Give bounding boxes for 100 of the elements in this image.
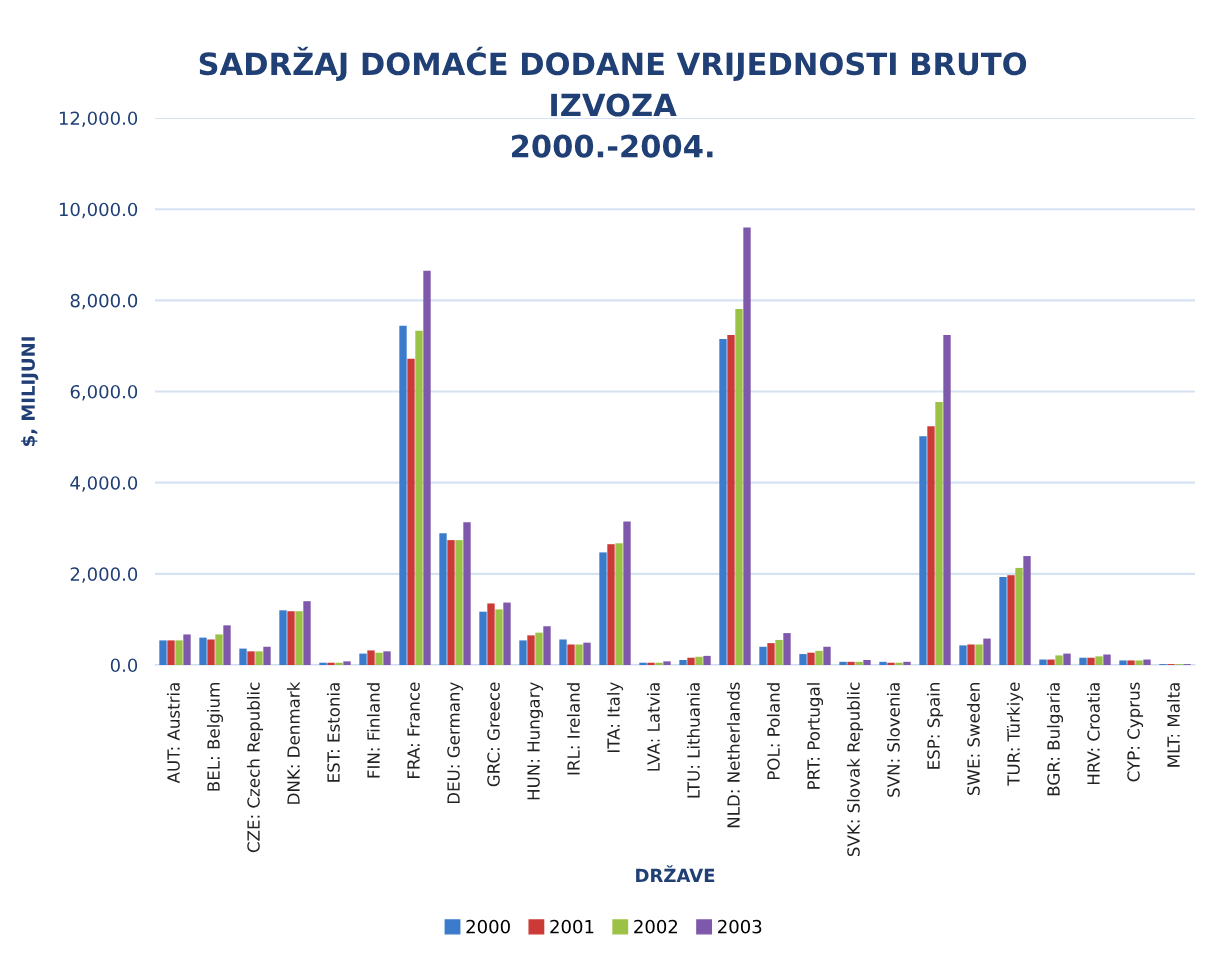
bar <box>1127 660 1135 665</box>
x-tick-label: PRT: Portugal <box>806 683 824 789</box>
bar <box>207 639 215 665</box>
chart-title: SADRŽAJ DOMAĆE DODANE VRIJEDNOSTI BRUTO IZVOZA 2000.-2004. <box>199 46 1027 158</box>
bar <box>727 334 735 665</box>
bar <box>455 540 463 665</box>
bar <box>463 522 471 665</box>
bar <box>599 552 607 665</box>
y-tick-label: 10,000.0 <box>59 202 138 219</box>
legend-label: 2001 <box>550 919 594 934</box>
bar <box>1063 653 1071 665</box>
y-tick-label: 2,000.0 <box>70 567 138 583</box>
bar <box>855 661 863 665</box>
bar <box>519 640 527 665</box>
bar <box>527 635 535 665</box>
bar <box>1055 655 1063 665</box>
bar <box>623 521 631 665</box>
x-tick-label: ESP: Spain <box>926 683 944 769</box>
bar <box>639 662 647 665</box>
bar <box>647 662 655 665</box>
x-tick-label: BEL: Belgium <box>206 683 224 791</box>
bar <box>383 651 391 665</box>
x-tick-label: NLD: Netherlands <box>726 682 740 828</box>
bar <box>863 659 871 665</box>
bar <box>423 270 431 665</box>
y-tick-label: 6,000.0 <box>70 384 138 401</box>
x-tick-label: EST: Estonia <box>326 683 340 782</box>
bar <box>847 661 855 665</box>
bar <box>1039 659 1047 665</box>
bar <box>815 650 823 665</box>
x-tick-label: CYP: Cyprus <box>1127 682 1144 782</box>
x-tick-label: HUN: Hungary <box>527 682 544 800</box>
bar <box>839 661 847 665</box>
bar <box>735 308 743 665</box>
bar <box>287 611 295 665</box>
bar <box>967 644 975 665</box>
bar <box>479 611 487 665</box>
x-tick-label: IRL: Ireland <box>566 683 580 775</box>
x-tick-label: BGR: Bulgaria <box>1046 683 1064 796</box>
bar <box>679 659 687 665</box>
bar <box>615 543 623 665</box>
bar <box>983 638 991 665</box>
bar <box>687 657 695 665</box>
bar <box>783 633 791 665</box>
bar <box>415 330 423 665</box>
bar <box>487 603 495 665</box>
bar <box>255 651 263 665</box>
bar <box>1135 660 1143 665</box>
bar <box>895 662 903 665</box>
x-tick-label: DNK: Denmark <box>286 681 300 804</box>
x-tick-label: HRV: Croatia <box>1086 683 1100 785</box>
x-tick-label: TUR: Türkiye <box>1006 682 1024 786</box>
x-tick-label: FRA: France <box>407 682 420 778</box>
bar <box>567 644 575 665</box>
x-tick-label: FIN: Finland <box>366 683 380 778</box>
bar <box>439 533 447 665</box>
bar <box>767 643 775 665</box>
bar <box>247 651 255 665</box>
bar <box>927 426 935 665</box>
bar <box>399 325 407 665</box>
bar <box>999 577 1007 665</box>
bar <box>583 642 591 665</box>
bar <box>575 644 583 665</box>
bar <box>919 436 927 665</box>
bar <box>319 662 327 665</box>
bar <box>175 640 183 665</box>
bar <box>279 610 287 665</box>
bar <box>375 652 383 665</box>
bar <box>663 661 671 665</box>
bar <box>295 611 303 665</box>
bar <box>1119 660 1127 665</box>
x-tick-label: AUT: Austria <box>166 683 180 784</box>
bar <box>935 401 943 665</box>
x-tick-label: GRC: Greece <box>487 682 500 787</box>
bar <box>887 662 895 665</box>
bar <box>1087 657 1095 665</box>
bar <box>743 227 751 665</box>
bar <box>1095 656 1103 665</box>
bar <box>607 544 615 665</box>
bar <box>975 644 983 665</box>
legend-label: 2003 <box>718 919 762 934</box>
bar <box>495 609 503 665</box>
bar <box>695 656 703 665</box>
bar <box>943 334 951 665</box>
x-tick-label: MLT: Malta <box>1166 683 1180 767</box>
bar <box>799 654 807 665</box>
bar <box>503 602 511 665</box>
bar <box>359 653 367 665</box>
x-tick-label: SVN: Slovenia <box>886 683 900 797</box>
bar <box>903 661 911 665</box>
legend-label: 2002 <box>634 919 678 934</box>
y-tick-label: 8,000.0 <box>70 293 138 310</box>
bar <box>1023 556 1031 665</box>
bar <box>303 601 311 665</box>
bar <box>719 339 727 665</box>
bar <box>199 637 207 665</box>
x-tick-label: SVK: Slovak Republic <box>846 682 864 857</box>
bar <box>655 662 663 665</box>
x-tick-label: ITA: Italy <box>606 682 624 753</box>
bar <box>543 626 551 665</box>
